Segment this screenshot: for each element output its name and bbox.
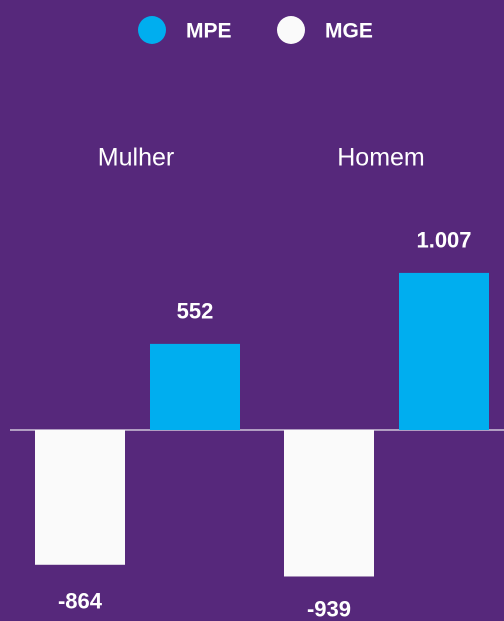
bar [150, 343, 240, 430]
legend-label: MGE [325, 20, 373, 43]
bar [284, 430, 374, 577]
value-label: 552 [177, 299, 214, 324]
legend-marker [138, 16, 166, 44]
category-label: Mulher [98, 144, 174, 172]
value-label: -939 [307, 596, 351, 621]
category-label: Homem [337, 144, 425, 172]
value-label: 1.007 [416, 228, 471, 253]
legend-label: MPE [186, 20, 232, 43]
bar [399, 272, 489, 430]
bar [35, 430, 125, 565]
legend-marker [277, 16, 305, 44]
value-label: -864 [58, 589, 103, 614]
